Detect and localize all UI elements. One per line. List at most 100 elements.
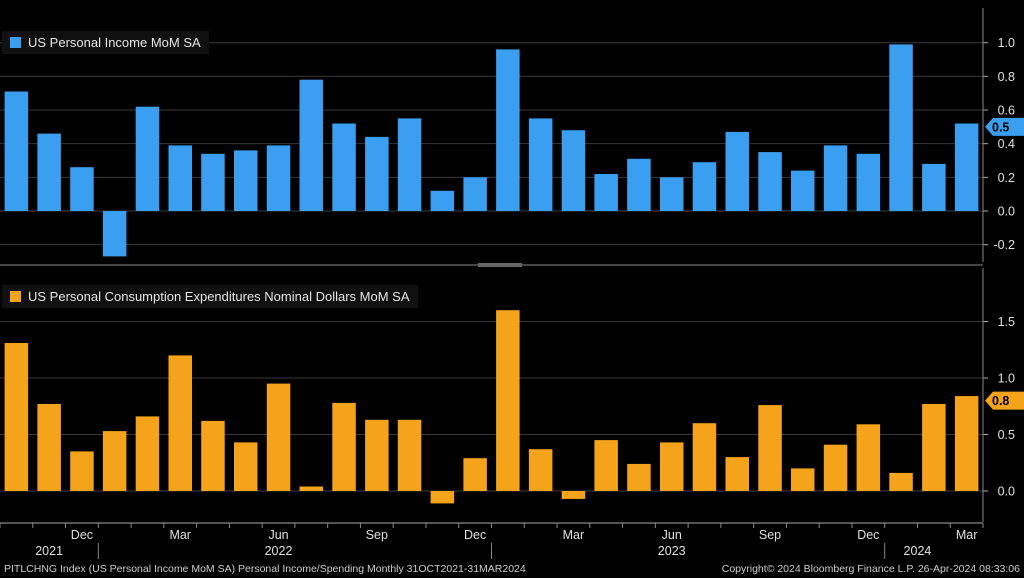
legend-label-pce: US Personal Consumption Expenditures Nom…	[28, 289, 410, 304]
x-month-label: Dec	[464, 528, 486, 542]
panel-resize-handle	[478, 263, 522, 267]
bar-income-23	[758, 152, 782, 211]
x-month-label: Jun	[662, 528, 682, 542]
x-year-label: 2023	[658, 544, 686, 558]
y-tick-label: 0.0	[998, 485, 1015, 499]
last-value-tag	[985, 117, 1024, 136]
bar-pce-3	[102, 431, 127, 491]
y-tick-label: 0.4	[998, 137, 1015, 151]
bar-income-9	[299, 79, 323, 211]
bar-income-22	[725, 131, 749, 211]
y-tick-label: 1.0	[998, 372, 1015, 386]
bar-income-13	[430, 190, 455, 211]
bar-income-14	[463, 177, 487, 211]
x-month-label: Mar	[169, 528, 191, 542]
bar-pce-14	[463, 458, 487, 491]
bar-pce-13	[430, 491, 455, 504]
bar-income-8	[266, 145, 291, 211]
x-month-label: Mar	[563, 528, 585, 542]
bar-pce-28	[922, 404, 946, 491]
bar-pce-0	[4, 343, 29, 491]
bar-pce-15	[496, 310, 520, 491]
bar-income-16	[528, 118, 553, 211]
bar-income-26	[856, 153, 881, 211]
x-year-label: 2021	[35, 544, 63, 558]
y-tick-label: 0.2	[998, 171, 1015, 185]
x-month-label: Mar	[956, 528, 978, 542]
footer-source: PITLCHNG Index (US Personal Income MoM S…	[4, 562, 526, 575]
bar-pce-6	[201, 420, 225, 491]
bar-pce-8	[266, 383, 291, 491]
bar-income-28	[922, 163, 946, 211]
y-tick-label: 0.5	[998, 428, 1015, 442]
bar-pce-16	[528, 449, 553, 491]
bar-income-2	[70, 167, 94, 211]
bar-pce-4	[135, 416, 160, 491]
legend-swatch-icon	[10, 37, 21, 48]
chart-footer: PITLCHNG Index (US Personal Income MoM S…	[0, 559, 1024, 578]
bar-income-17	[561, 130, 586, 211]
bar-income-5	[168, 145, 192, 211]
bar-income-19	[627, 158, 651, 211]
x-month-label: Sep	[366, 528, 388, 542]
bar-income-25	[823, 145, 848, 211]
legend-personal-income: US Personal Income MoM SA	[2, 31, 209, 54]
bar-income-18	[594, 174, 618, 211]
bar-pce-12	[397, 419, 422, 491]
last-value-label: 0.5	[992, 120, 1009, 134]
bar-pce-25	[823, 444, 848, 491]
bloomberg-chart: 1.0 0.8 0.6 0.4 0.2 0.0 -0.2 0.5 1.5 1.0 0.5 0.0 0.8…	[0, 8, 1024, 559]
y-tick-label: 0.0	[998, 205, 1015, 219]
bar-pce-19	[627, 463, 651, 491]
legend-swatch-icon	[10, 291, 21, 302]
y-tick-label: 0.8	[998, 70, 1015, 84]
bar-pce-21	[692, 423, 717, 491]
bar-pce-23	[758, 405, 782, 491]
bar-income-11	[365, 136, 389, 211]
bar-income-20	[660, 177, 684, 211]
bar-pce-1	[37, 404, 61, 491]
last-value-label: 0.8	[992, 394, 1009, 408]
bar-income-1	[37, 133, 61, 211]
bar-pce-17	[561, 491, 586, 499]
bar-pce-20	[660, 442, 684, 491]
y-tick-label: 1.0	[998, 36, 1015, 50]
bar-pce-24	[791, 468, 815, 491]
bar-income-7	[234, 150, 258, 211]
x-year-label: 2022	[265, 544, 293, 558]
x-month-label: Dec	[71, 528, 93, 542]
legend-pce: US Personal Consumption Expenditures Nom…	[2, 285, 418, 308]
bar-income-12	[397, 118, 422, 211]
bar-income-21	[692, 162, 717, 211]
bar-pce-7	[234, 442, 258, 491]
x-month-label: Dec	[857, 528, 879, 542]
bar-income-10	[332, 123, 356, 211]
x-month-label: Jun	[268, 528, 288, 542]
bar-income-15	[496, 49, 520, 212]
y-tick-label: 1.5	[998, 315, 1015, 329]
bar-pce-27	[889, 472, 913, 491]
bar-income-27	[889, 44, 913, 212]
bar-pce-10	[332, 402, 356, 491]
bar-income-0	[4, 91, 29, 211]
bar-pce-2	[70, 451, 94, 491]
bar-pce-22	[725, 457, 749, 491]
bar-pce-11	[365, 419, 389, 491]
bar-pce-18	[594, 440, 618, 491]
bar-pce-26	[856, 424, 881, 491]
bar-income-4	[135, 106, 160, 211]
y-tick-label: 0.6	[998, 104, 1015, 118]
bar-pce-5	[168, 355, 192, 491]
bar-income-29	[954, 123, 979, 211]
bar-pce-9	[299, 486, 323, 491]
bar-pce-29	[954, 396, 979, 491]
x-month-label: Sep	[759, 528, 781, 542]
footer-copyright: Copyright© 2024 Bloomberg Finance L.P. 2…	[721, 562, 1020, 575]
bar-income-3	[102, 211, 127, 257]
x-year-label: 2024	[904, 544, 932, 558]
bar-income-24	[791, 170, 815, 211]
last-value-tag	[985, 391, 1024, 410]
legend-label-income: US Personal Income MoM SA	[28, 35, 201, 50]
y-tick-label: -0.2	[993, 238, 1015, 252]
bar-income-6	[201, 153, 225, 211]
